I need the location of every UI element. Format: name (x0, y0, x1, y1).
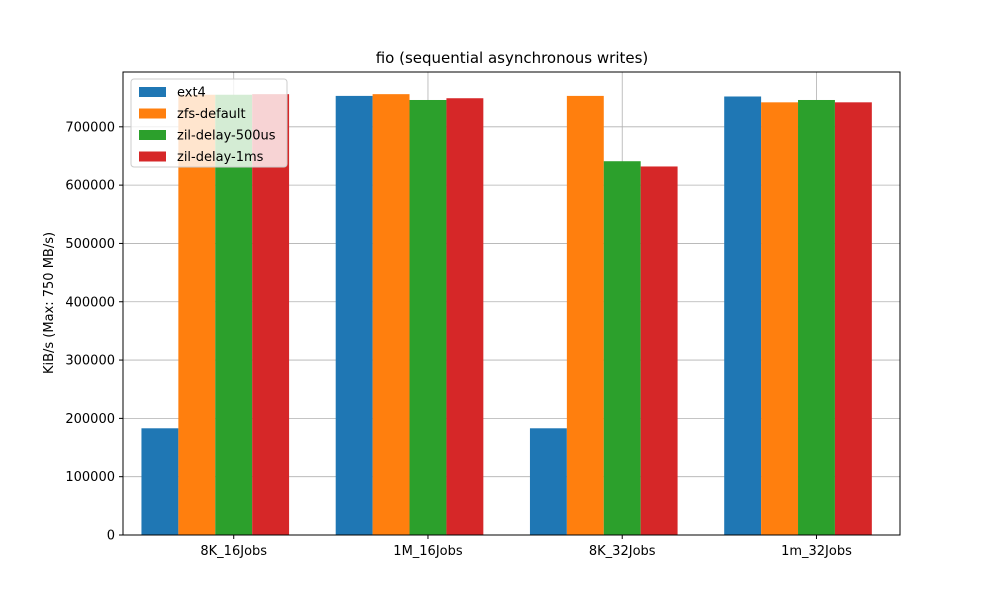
y-tick-label: 600000 (65, 179, 115, 194)
legend-box (130, 78, 288, 168)
x-tick-label: 1M_16Jobs (393, 544, 463, 559)
axes: 0 100000 200000 300000 400000 500000 600000 700… (65, 71, 901, 559)
bar-zil-delay-1ms-8K_32Jobs (640, 166, 678, 535)
bar-zil-delay-500us-8K_16Jobs (215, 94, 253, 535)
bar-ext4-8K_32Jobs (529, 428, 567, 535)
bar-zil-delay-500us-1M_16Jobs (409, 99, 447, 535)
x-tick-label: 8K_32Jobs (589, 544, 656, 559)
bar-zil-delay-500us-1m_32Jobs (798, 99, 835, 535)
x-tick-label: 1m_32Jobs (781, 544, 852, 559)
legend-label-zil-delay-500us: zil-delay-500us (177, 129, 276, 144)
y-tick-label: 400000 (65, 295, 115, 310)
y-tick-label: 200000 (65, 412, 115, 427)
bar-ext4-1m_32Jobs (724, 96, 762, 535)
legend-label-ext4: ext4 (177, 86, 206, 101)
legend-label-zil-delay-1ms: zil-delay-1ms (177, 150, 264, 165)
legend-label-zfs-default: zfs-default (177, 107, 246, 122)
bar-zil-delay-1ms-1m_32Jobs (834, 102, 872, 535)
bar-zil-delay-500us-8K_32Jobs (603, 161, 641, 535)
bar-ext4-1M_16Jobs (335, 95, 373, 536)
y-tick-label: 100000 (65, 470, 115, 485)
y-tick-label: 0 (107, 529, 115, 544)
legend-swatch-zfs-default (139, 108, 166, 119)
bar-ext4-8K_16Jobs (141, 428, 179, 535)
x-tick-label: 8K_16Jobs (200, 544, 267, 559)
bar-zil-delay-1ms-8K_16Jobs (252, 94, 290, 535)
plot-frame (122, 71, 901, 536)
bar-zfs-default-8K_32Jobs (566, 95, 604, 536)
legend-swatch-ext4 (139, 87, 166, 97)
y-tick-label: 700000 (65, 120, 115, 135)
bar-zil-delay-1ms-1M_16Jobs (446, 98, 484, 536)
bar-zfs-default-8K_16Jobs (178, 94, 216, 535)
bar-zfs-default-1M_16Jobs (372, 94, 410, 535)
legend-swatch-zil-delay-500us (139, 130, 166, 140)
chart-title: fio (sequential asynchronous writes) (376, 49, 649, 67)
y-tick-label: 500000 (65, 237, 115, 252)
y-axis-label: KiB/s (Max: 750 MB/s) (42, 232, 57, 374)
bar-zfs-default-1m_32Jobs (761, 102, 799, 535)
bars (141, 94, 872, 536)
legend-swatch-zil-delay-1ms (139, 151, 166, 162)
y-tick-label: 300000 (65, 354, 115, 369)
legend: ext4 zfs-default zil-delay-500us zil-delay-… (130, 78, 288, 168)
